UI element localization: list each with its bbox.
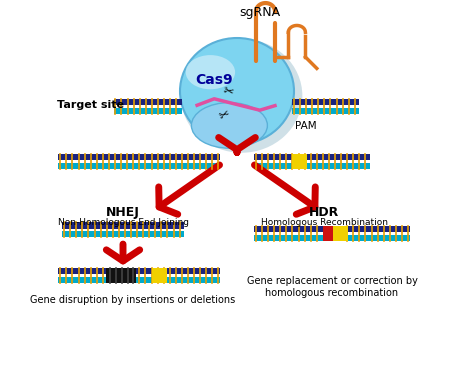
- FancyBboxPatch shape: [292, 99, 359, 105]
- Text: Gene replacement or correction by
homologous recombination: Gene replacement or correction by homolo…: [246, 276, 418, 298]
- Ellipse shape: [191, 103, 267, 148]
- Text: sgRNA: sgRNA: [239, 6, 280, 19]
- FancyBboxPatch shape: [254, 154, 370, 160]
- Text: PAM: PAM: [295, 121, 316, 131]
- Ellipse shape: [180, 38, 294, 144]
- Text: ✂: ✂: [218, 108, 232, 124]
- FancyBboxPatch shape: [254, 235, 410, 241]
- FancyBboxPatch shape: [254, 226, 410, 233]
- FancyBboxPatch shape: [113, 108, 182, 114]
- Text: ✂: ✂: [221, 84, 234, 100]
- FancyBboxPatch shape: [58, 268, 220, 274]
- Text: NHEJ: NHEJ: [106, 206, 140, 219]
- Text: HDR: HDR: [309, 206, 339, 219]
- Text: Target site: Target site: [56, 100, 124, 109]
- Text: Cas9: Cas9: [195, 73, 233, 87]
- FancyBboxPatch shape: [58, 277, 220, 283]
- FancyBboxPatch shape: [322, 226, 333, 241]
- Text: Non-Homologous End Joining: Non-Homologous End Joining: [57, 218, 189, 227]
- FancyBboxPatch shape: [152, 268, 167, 283]
- FancyBboxPatch shape: [113, 99, 182, 105]
- FancyBboxPatch shape: [333, 226, 348, 241]
- Text: Gene disruption by insertions or deletions: Gene disruption by insertions or deletio…: [30, 295, 235, 305]
- Ellipse shape: [181, 39, 302, 153]
- FancyBboxPatch shape: [58, 154, 220, 160]
- FancyBboxPatch shape: [292, 108, 359, 114]
- FancyBboxPatch shape: [62, 222, 184, 228]
- FancyBboxPatch shape: [58, 163, 220, 169]
- FancyBboxPatch shape: [106, 268, 137, 283]
- Ellipse shape: [186, 55, 235, 89]
- FancyBboxPatch shape: [62, 231, 184, 237]
- FancyBboxPatch shape: [292, 154, 307, 169]
- Text: Homologous Recombination: Homologous Recombination: [261, 218, 388, 227]
- FancyBboxPatch shape: [254, 163, 370, 169]
